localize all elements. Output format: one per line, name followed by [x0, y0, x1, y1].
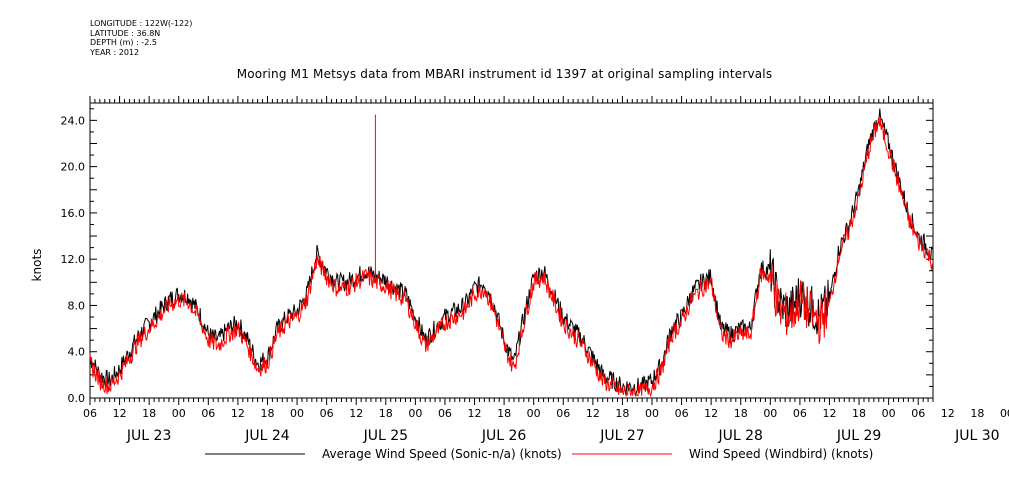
- legend-label-windbird: Wind Speed (Windbird) (knots): [689, 447, 873, 461]
- x-tick-label: 18: [260, 407, 274, 420]
- x-tick-label: 06: [675, 407, 689, 420]
- x-tick-label: 12: [468, 407, 482, 420]
- x-day-label: JUL 30: [954, 428, 999, 444]
- plot-border: [89, 102, 934, 399]
- x-tick-label: 12: [113, 407, 127, 420]
- x-tick-label: 06: [320, 407, 334, 420]
- x-tick-label: 00: [408, 407, 422, 420]
- y-tick-label: 0.0: [68, 392, 86, 405]
- x-tick-label: 00: [527, 407, 541, 420]
- chart-title: Mooring M1 Metsys data from MBARI instru…: [236, 67, 773, 81]
- x-tick-label: 12: [349, 407, 363, 420]
- x-tick-label: 06: [438, 407, 452, 420]
- x-tick-label: 18: [615, 407, 629, 420]
- x-tick-label: 18: [734, 407, 748, 420]
- series-line-windbird: [89, 114, 933, 398]
- longitude-text: LONGITUDE : 122W(-122): [90, 19, 193, 28]
- x-tick-label: 06: [911, 407, 925, 420]
- x-tick-label: 18: [852, 407, 866, 420]
- latitude-text: LATITUDE : 36.8N: [90, 28, 161, 38]
- x-tick-label: 12: [231, 407, 245, 420]
- x-tick-label: 06: [793, 407, 807, 420]
- year-text: YEAR : 2012: [90, 47, 140, 57]
- series-group: [89, 108, 933, 398]
- x-tick-label: 12: [704, 407, 718, 420]
- series-line-average: [90, 108, 933, 398]
- x-day-label: JUL 25: [363, 428, 408, 444]
- y-tick-label: 20.0: [61, 161, 86, 174]
- x-tick-label: 06: [83, 407, 97, 420]
- y-tick-label: 4.0: [68, 346, 86, 359]
- x-axis: 06 12 18 00 06 12 18 00 06 12 18 00 06 12 18 00 06 12 18 00…: [83, 96, 1009, 444]
- y-tick-label: 8.0: [68, 299, 86, 312]
- y-axis: 0.0 4.0 8.0 12.0 16.0 20.0 24.0: [61, 108, 933, 405]
- x-tick-label: 00: [172, 407, 186, 420]
- x-tick-label: 18: [142, 407, 156, 420]
- metadata-block: LONGITUDE : 122W(-122) LATITUDE : 36.8N …: [90, 19, 192, 57]
- x-day-label: JUL 29: [836, 428, 881, 444]
- x-tick-label: 12: [941, 407, 955, 420]
- x-day-label: JUL 28: [718, 428, 763, 444]
- x-day-label: JUL 23: [126, 428, 171, 444]
- x-tick-label: 00: [290, 407, 304, 420]
- y-axis-label: knots: [30, 249, 44, 282]
- x-tick-label: 00: [763, 407, 777, 420]
- legend: Average Wind Speed (Sonic-n/a) (knots) W…: [205, 447, 873, 461]
- plot-frame: [89, 102, 934, 399]
- x-tick-label: 12: [586, 407, 600, 420]
- depth-text: DEPTH (m) : -2.5: [90, 38, 157, 48]
- x-tick-label: 00: [645, 407, 659, 420]
- x-day-label: JUL 24: [244, 428, 290, 444]
- x-day-label: JUL 26: [481, 428, 527, 444]
- x-tick-label: 18: [497, 407, 511, 420]
- x-tick-label: 00: [882, 407, 896, 420]
- y-tick-label: 12.0: [61, 253, 86, 266]
- x-tick-label: 06: [556, 407, 570, 420]
- y-tick-label: 16.0: [61, 207, 86, 220]
- legend-label-average: Average Wind Speed (Sonic-n/a) (knots): [322, 447, 562, 461]
- x-tick-label: 18: [379, 407, 393, 420]
- x-tick-label: 18: [970, 407, 984, 420]
- y-tick-label: 24.0: [61, 114, 86, 127]
- x-day-label: JUL 27: [599, 428, 644, 444]
- x-tick-label: 12: [822, 407, 836, 420]
- x-tick-label: 00: [1000, 407, 1009, 420]
- x-tick-label: 06: [201, 407, 215, 420]
